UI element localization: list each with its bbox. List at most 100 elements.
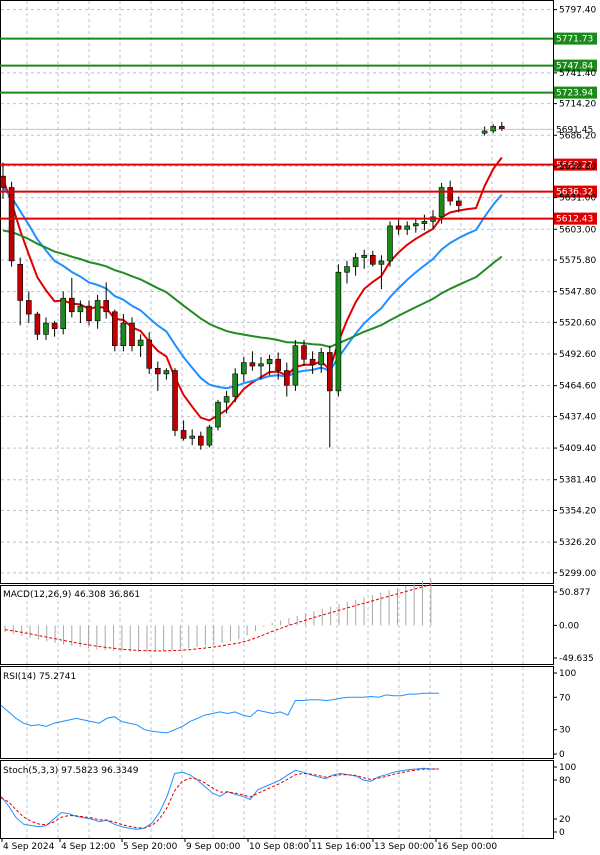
ma-fast-line [2,156,503,422]
candle [241,356,247,382]
candle-body [112,311,118,346]
candle-body [163,370,170,375]
candle-body [0,175,6,188]
candle-body [17,264,24,301]
candle-body [69,297,75,313]
candle-body [326,352,333,392]
candle [112,309,118,352]
candle [387,221,393,267]
candle [129,317,135,352]
candle [455,196,462,213]
candle-body [241,362,247,375]
level-label: 5636.32 [556,188,593,198]
macd-tick-label: 50.877 [559,588,591,598]
stoch-axis-ticks: 100 80 20 0 [553,763,576,838]
candle [189,429,195,446]
candle [438,182,445,224]
candle [180,420,187,441]
candle-body [137,339,144,346]
candle-body [498,126,505,130]
stoch-panel-frame [0,760,554,839]
price-axis-ticks: 5797.40 5741.40 5714.20 5686.20 5658.80 5631.… [553,6,596,579]
time-tick-label: 10 Sep 08:00 [249,842,309,852]
candle-body [94,300,101,322]
rsi-tick-label: 30 [559,726,571,736]
candle [17,257,24,326]
candle [335,264,342,397]
candle-body [172,370,178,431]
candle [275,352,282,380]
level-label: 5612.43 [556,215,593,225]
price-tick-label: 5714.20 [559,100,596,110]
candle [155,361,161,391]
candle [103,282,109,319]
rsi-series-line [0,692,439,734]
price-tick-label: 5741.40 [559,69,596,79]
candle [292,340,299,391]
candle-body [60,297,67,330]
candle-body [266,358,273,365]
candle-body [369,254,376,265]
candle [34,311,41,341]
time-tick-label: 9 Sep 00:00 [186,842,241,852]
moving-averages [2,156,503,422]
price-tick-label: 5409.40 [559,444,596,454]
rsi-line [0,692,439,734]
candle [51,320,58,337]
time-tick-label: 4 Sep 12:00 [61,842,116,852]
candle-body [146,339,152,369]
candle-body [438,187,445,218]
candle [25,291,32,324]
price-tick-label: 5520.60 [559,318,596,328]
rsi-tick-label: 70 [559,693,571,703]
price-tick-label: 5492.60 [559,350,596,360]
grid [1,1,553,838]
stoch-lines [0,767,439,830]
candle-body [447,187,454,202]
candle-body [395,225,402,230]
price-tick-label: 5631.00 [559,194,596,204]
candle-body [206,426,213,446]
candle [223,390,230,414]
candle [369,250,376,267]
candle-body [249,362,256,367]
macd-signal-line [4,584,431,652]
rsi-tick-label: 0 [559,750,565,760]
rsi-panel: RSI(14) 75.2741 100 70 30 0 [0,666,576,760]
candle [258,356,264,380]
candle [421,214,428,231]
macd-panel: MACD(12,26,9) 46.308 36.861 50.877 0.00 -4… [0,578,594,665]
candle [206,424,213,448]
rsi-axis-ticks: 100 70 30 0 [553,669,576,760]
level-label-box [554,158,597,171]
ma-mid-line [2,186,503,390]
time-tick-label: 13 Sep 00:00 [374,842,434,852]
stoch-tick-label: 20 [559,815,571,825]
candle-body [51,322,58,330]
candle-body [129,322,135,346]
candle-body [283,370,290,386]
candle-body [215,401,221,428]
rsi-title: RSI(14) 75.2741 [3,672,76,682]
macd-tick-label: -49.635 [559,654,594,664]
candle-body [455,200,462,206]
stoch-d-line [0,768,439,829]
level-label: 5723.94 [556,89,593,99]
level-label-box [554,86,597,99]
time-tick-label: 4 Sep 2024 [3,842,55,852]
level-label: 5691.45 [556,125,593,135]
stoch-tick-label: 100 [559,763,576,773]
candle [266,354,273,376]
price-tick-label: 5464.60 [559,382,596,392]
candle-body [318,352,325,366]
candle [447,180,454,206]
candle [146,332,152,374]
candle [404,221,411,235]
stoch-tick-label: 80 [559,776,571,786]
level-label: 5747.84 [556,62,593,72]
candle-body [344,266,350,273]
candle-body [361,254,368,258]
level-label: 5660.22 [556,161,593,171]
stoch-k-line [0,767,439,830]
